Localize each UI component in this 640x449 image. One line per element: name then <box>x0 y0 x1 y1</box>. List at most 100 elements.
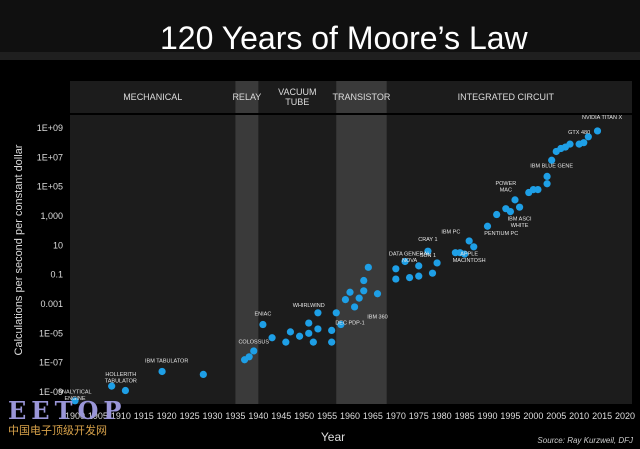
annotation-line: WHITE <box>511 223 529 229</box>
data-point <box>309 338 317 346</box>
annotation-line: ANALYTICAL <box>58 389 91 395</box>
era-band-transistor <box>336 81 387 404</box>
x-tick-label: 1995 <box>500 411 520 421</box>
annotation-line: CRAY 1 <box>418 237 437 243</box>
point-annotation: WHIRLWIND <box>293 303 325 309</box>
data-point <box>401 257 409 266</box>
data-point <box>543 172 551 180</box>
data-point <box>580 139 588 147</box>
point-annotation: IBM ASCI WHITE <box>508 216 532 229</box>
data-point <box>341 296 350 304</box>
annotation-line: IBM TABULATOR <box>145 359 188 365</box>
x-tick-label: 1940 <box>248 411 268 421</box>
x-tick-label: 1935 <box>225 411 245 421</box>
title-band: 120 Years of Moore’s Law <box>0 0 640 60</box>
x-tick-label: 2020 <box>615 411 635 421</box>
annotation-line: NVIDIA TITAN X <box>582 115 622 121</box>
era-label-line: MECHANICAL <box>123 92 182 102</box>
x-tick-label: 1920 <box>157 411 177 421</box>
era-label: TRANSISTOR <box>333 92 391 102</box>
y-tick-label: 0.001 <box>40 299 63 309</box>
era-label-line: VACUUM <box>278 87 316 97</box>
era-label-line: TRANSISTOR <box>333 92 391 102</box>
annotation-line: DATA GENERAL <box>389 252 430 258</box>
x-axis-label: Year <box>321 430 345 444</box>
era-label-line: INTEGRATED CIRCUIT <box>458 92 555 102</box>
data-point <box>415 272 423 280</box>
point-annotation: DEC PDP-1 <box>335 321 364 327</box>
data-point <box>245 353 253 361</box>
annotation-line: APPLE <box>460 252 478 258</box>
data-point <box>392 275 400 283</box>
x-tick-label: 1980 <box>432 411 452 421</box>
data-point <box>314 325 322 333</box>
data-point <box>415 262 423 270</box>
y-tick-label: 1,000 <box>40 211 63 221</box>
x-tick-label: 1950 <box>294 411 314 421</box>
data-point <box>295 332 304 340</box>
data-point <box>515 203 524 211</box>
point-annotation: ENIAC <box>255 312 272 318</box>
x-tick-label: 2000 <box>523 411 543 421</box>
annotation-line: GTX 480 <box>568 130 590 136</box>
y-tick-label: 1E-09 <box>39 387 63 397</box>
data-point <box>305 329 313 337</box>
x-tick-label: 1955 <box>317 411 337 421</box>
era-label-line: TUBE <box>285 97 309 107</box>
data-point <box>328 326 336 334</box>
point-annotation: ANALYTICAL ENGINE <box>58 389 91 402</box>
data-point <box>259 320 267 329</box>
point-annotation: GTX 480 <box>568 130 590 136</box>
point-annotation: DATA GENERAL NOVA <box>389 252 430 265</box>
data-point <box>314 309 322 317</box>
data-point <box>337 320 345 329</box>
x-tick-label: 1975 <box>409 411 429 421</box>
point-annotation: IBM PC <box>441 230 460 236</box>
data-point <box>121 386 130 395</box>
x-tick-label: 1990 <box>477 411 497 421</box>
annotation-line: MACINTOSH <box>453 258 486 264</box>
watermark-subtitle: 中国电子顶级开发网 <box>8 424 107 437</box>
y-axis-label: Calculations per second per constant dol… <box>13 144 25 355</box>
data-point <box>543 180 551 188</box>
point-annotation: IBM BLUE GENE <box>530 164 573 170</box>
data-point <box>493 210 501 219</box>
x-tick-label: 1905 <box>88 411 108 421</box>
annotation-line: POWER <box>495 181 516 187</box>
data-point <box>71 397 79 405</box>
point-annotation: APPLE MACINTOSH <box>453 252 486 265</box>
era-label-line: RELAY <box>232 92 261 102</box>
data-point <box>346 288 354 296</box>
x-tick-label: 2010 <box>569 411 589 421</box>
x-tick-label: 2005 <box>546 411 566 421</box>
data-point <box>548 156 556 164</box>
data-point <box>511 196 519 204</box>
chart-title: 120 Years of Moore’s Law <box>160 20 528 56</box>
watermark: EETOP 中国电子顶级开发网 <box>8 398 148 438</box>
data-point <box>328 338 336 346</box>
annotation-line: IBM ASCI <box>508 216 532 222</box>
y-tick-label: 1E+07 <box>37 152 63 162</box>
data-point <box>360 276 368 285</box>
y-tick-label: 1E+05 <box>37 182 63 192</box>
era-label: MECHANICAL <box>123 92 182 102</box>
data-point <box>199 370 207 378</box>
data-point <box>428 269 437 277</box>
era-label: VACUUM TUBE <box>278 87 316 107</box>
data-point <box>584 133 592 141</box>
x-tick-label: 1900 <box>65 411 85 421</box>
annotation-line: NOVA <box>402 258 418 264</box>
point-annotation: NVIDIA TITAN X <box>582 115 622 121</box>
data-point <box>282 338 290 346</box>
x-tick-label: 1960 <box>340 411 360 421</box>
data-point <box>483 222 492 230</box>
watermark-logo: EETOP <box>8 396 127 425</box>
point-annotation: IBM 360 <box>367 315 387 321</box>
x-tick-label: 1925 <box>180 411 200 421</box>
annotation-line: MAC <box>500 188 512 194</box>
point-annotation: COLOSSUS <box>238 340 269 346</box>
data-point <box>286 328 295 336</box>
data-point <box>250 347 258 355</box>
point-annotation: POWER MAC <box>495 181 516 194</box>
